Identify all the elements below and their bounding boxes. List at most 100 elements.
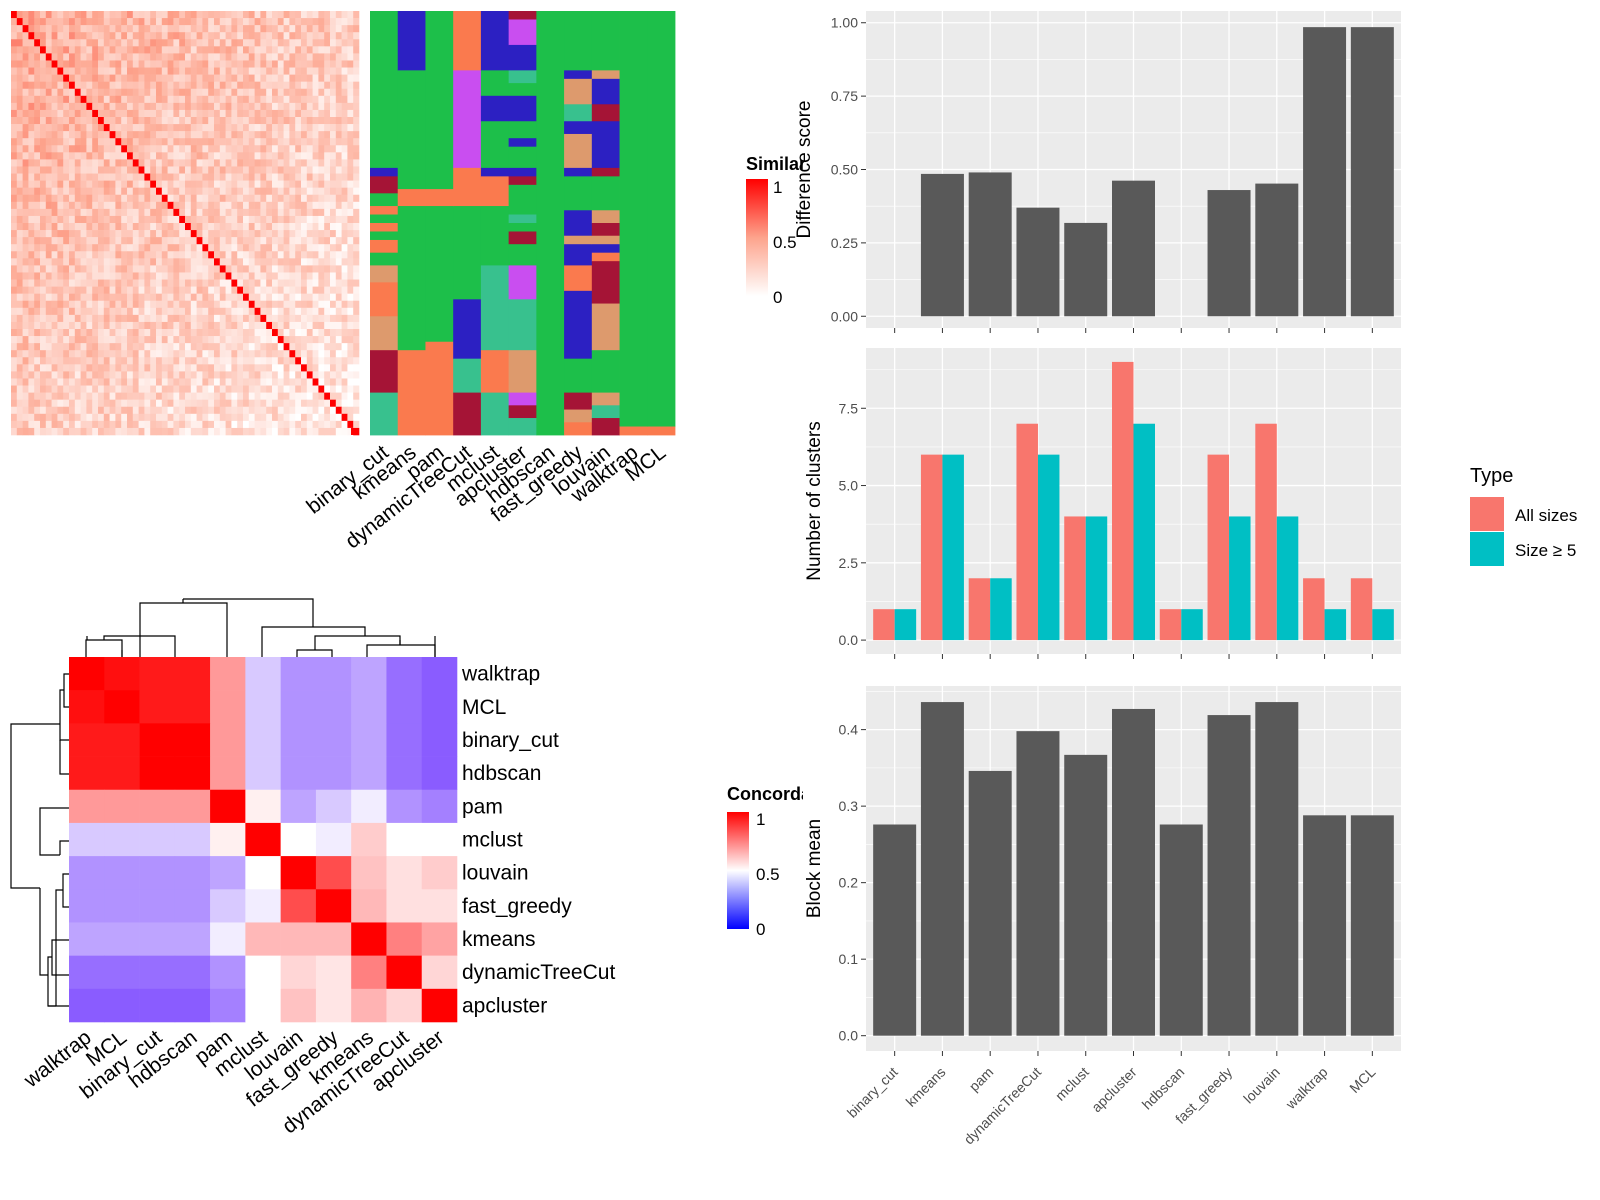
concordance-cell <box>386 922 423 956</box>
similarity-cell <box>22 329 29 337</box>
concordance-cell <box>351 856 387 890</box>
similarity-cell <box>109 18 116 26</box>
similarity-cell <box>109 357 116 365</box>
similarity-cell <box>283 293 290 302</box>
similarity-cell <box>86 166 93 174</box>
similarity-cell <box>185 265 192 273</box>
similarity-cell <box>173 81 180 90</box>
similarity-cell <box>306 223 313 231</box>
concordance-cell <box>174 856 211 890</box>
similarity-cell <box>40 293 47 302</box>
similarity-cell <box>231 392 238 400</box>
bar <box>1064 516 1086 641</box>
similarity-cell <box>22 251 29 259</box>
similarity-cell <box>295 364 302 372</box>
similarity-cell <box>86 215 93 224</box>
annotation-cell <box>591 104 620 122</box>
similarity-cell <box>109 420 116 429</box>
similarity-cell <box>208 286 215 294</box>
similarity-cell <box>312 117 319 125</box>
similarity-cell <box>283 336 290 344</box>
similarity-cell <box>301 293 308 302</box>
similarity-cell <box>74 251 81 259</box>
similarity-cell <box>318 124 325 132</box>
similarity-cell <box>63 109 70 118</box>
similarity-cell <box>45 392 52 400</box>
similarity-cell <box>248 138 255 146</box>
similarity-cell <box>335 109 342 118</box>
similarity-cell <box>312 173 319 181</box>
similarity-cell <box>138 152 145 160</box>
similarity-cell <box>312 300 319 309</box>
similarity-cell <box>306 173 313 181</box>
similarity-cell <box>341 293 348 302</box>
similarity-cell <box>295 223 302 231</box>
similarity-cell <box>28 46 35 54</box>
similarity-cell <box>237 265 244 273</box>
similarity-cell <box>341 350 348 358</box>
similarity-cell <box>225 321 232 330</box>
similarity-cell <box>22 237 29 245</box>
annotation-cell <box>480 176 510 207</box>
similarity-cell <box>74 74 81 82</box>
annotation-cell <box>591 235 620 245</box>
similarity-cell <box>69 427 76 436</box>
similarity-cell <box>179 321 186 330</box>
similarity-cell <box>318 357 325 365</box>
similarity-cell <box>63 117 70 125</box>
similarity-cell <box>11 60 18 68</box>
similarity-cell <box>86 314 93 323</box>
similarity-cell <box>225 53 232 61</box>
similarity-cell <box>57 237 64 245</box>
similarity-cell <box>11 88 18 97</box>
similarity-cell <box>318 53 325 61</box>
annotation-cell <box>564 121 593 135</box>
similarity-cell <box>347 46 354 54</box>
similarity-cell <box>231 258 238 266</box>
similarity-cell <box>225 314 232 323</box>
similarity-cell <box>341 11 348 19</box>
similarity-cell <box>144 371 151 379</box>
similarity-cell <box>156 293 163 302</box>
similarity-cell <box>173 39 180 47</box>
similarity-cell <box>237 53 244 61</box>
similarity-cell <box>341 223 348 231</box>
similarity-cell <box>295 392 302 400</box>
similarity-cell <box>45 399 52 408</box>
similarity-cell <box>80 74 87 82</box>
similarity-cell <box>225 145 232 153</box>
similarity-cell <box>324 385 331 393</box>
similarity-cell <box>109 208 116 217</box>
similarity-cell <box>40 251 47 259</box>
similarity-cell <box>179 420 186 429</box>
similarity-cell <box>34 159 41 167</box>
similarity-cell <box>63 350 70 358</box>
similarity-cell <box>260 88 267 97</box>
concordance-cell <box>245 856 281 890</box>
similarity-cell <box>248 392 255 400</box>
similarity-cell <box>121 230 128 238</box>
similarity-cell <box>144 194 151 203</box>
concordance-row-label: MCL <box>462 696 506 719</box>
similarity-cell <box>34 194 41 203</box>
similarity-cell <box>173 152 180 160</box>
similarity-cell <box>98 152 105 160</box>
similarity-cell <box>80 265 87 273</box>
similarity-cell <box>57 124 64 132</box>
similarity-cell <box>237 279 244 287</box>
similarity-cell <box>289 364 296 372</box>
concordance-cell <box>174 657 211 691</box>
similarity-cell <box>103 152 110 160</box>
similarity-cell <box>312 95 319 104</box>
similarity-cell <box>289 314 296 323</box>
similarity-cell <box>150 201 157 210</box>
similarity-cell <box>51 215 58 224</box>
similarity-cell <box>40 25 47 33</box>
similarity-cell <box>196 350 203 358</box>
similarity-cell <box>127 145 134 153</box>
similarity-cell <box>132 307 139 316</box>
similarity-cell <box>127 314 134 323</box>
similarity-cell <box>196 406 203 415</box>
concordance-cell <box>386 723 423 757</box>
similarity-legend-tick: 0 <box>773 288 782 307</box>
